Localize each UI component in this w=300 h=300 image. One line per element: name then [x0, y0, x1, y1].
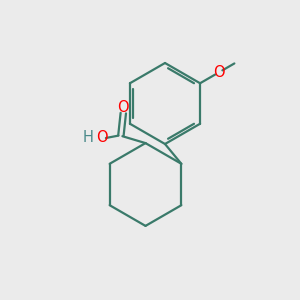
Text: O: O — [213, 65, 225, 80]
Text: H: H — [82, 130, 93, 145]
Text: O: O — [118, 100, 129, 115]
Text: O: O — [97, 130, 108, 146]
